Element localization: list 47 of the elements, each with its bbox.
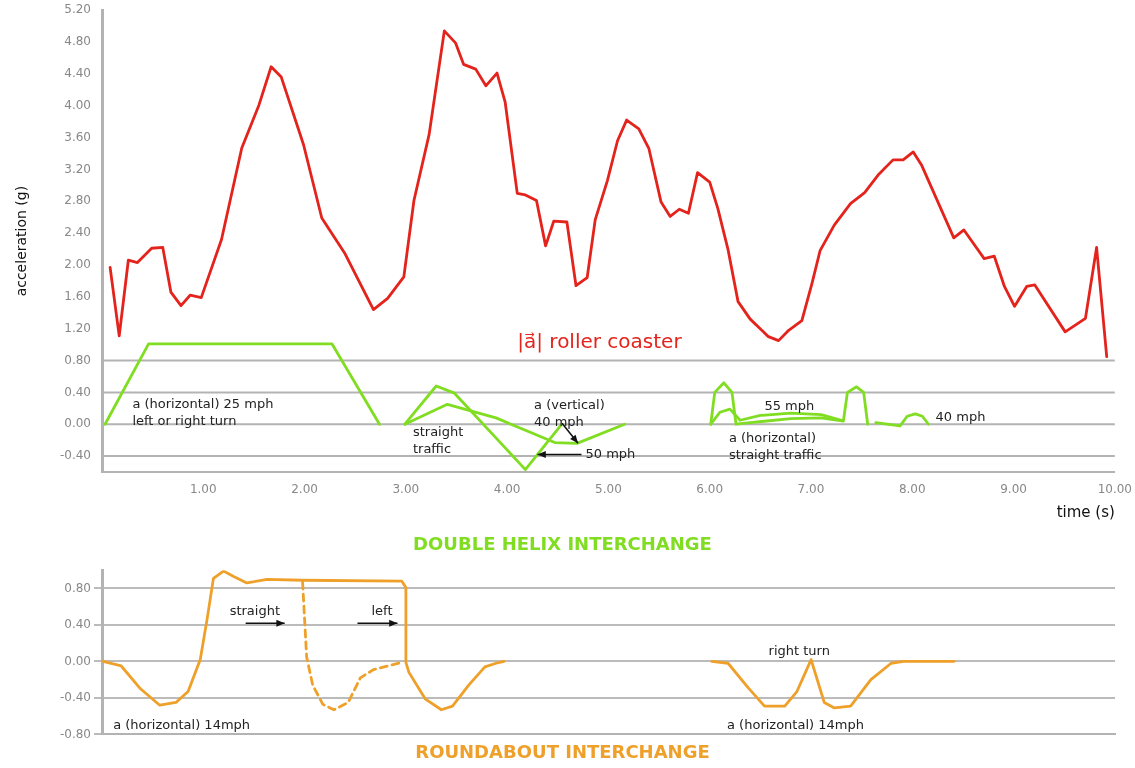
- y-tick-label: 1.60: [64, 288, 91, 303]
- y-tick-label: 4.00: [64, 97, 91, 112]
- x-tick-label: 3.00: [392, 482, 420, 497]
- y-tick-label: 1.20: [64, 320, 91, 335]
- annotation: left: [371, 602, 393, 618]
- y-tick-label: 0.40: [64, 384, 91, 399]
- x-tick-label: 1.00: [189, 482, 217, 497]
- y-tick-label: -0.80: [59, 726, 91, 741]
- x-tick-label: 2.00: [291, 482, 318, 497]
- y-tick-label: -0.40: [59, 690, 91, 705]
- annotation: straight: [229, 602, 281, 618]
- annotation: a (horizontal) 14mph: [113, 716, 251, 732]
- y-tick-label: 5.20: [64, 2, 91, 17]
- annotation: right turn: [768, 642, 830, 658]
- y-tick-label: 0.80: [64, 580, 91, 595]
- annotation: a (horizontal) 25 mph left or right turn: [132, 396, 274, 429]
- y-tick-label: 0.80: [64, 352, 91, 367]
- x-tick-label: 8.00: [898, 482, 926, 497]
- x-tick-label: 6.00: [696, 482, 724, 497]
- annotation: 50 mph: [585, 445, 636, 461]
- x-tick-label: 7.00: [797, 482, 825, 497]
- y-tick-label: 0.00: [64, 416, 91, 431]
- x-tick-label: 4.00: [493, 482, 521, 497]
- y-tick-label: 2.80: [64, 193, 91, 208]
- y-tick-label: 3.60: [64, 129, 91, 144]
- y-tick-label: 4.80: [64, 34, 91, 49]
- x-tick-label: 9.00: [1000, 482, 1027, 497]
- annotation: a (vertical) 40 mph: [534, 396, 605, 429]
- annotation: a (horizontal) straight traffic: [728, 429, 822, 462]
- annotation: 40 mph: [935, 409, 986, 425]
- y-tick-label: 4.40: [64, 66, 91, 81]
- y-tick-label: 2.00: [64, 257, 91, 272]
- y-tick-label: -0.40: [59, 448, 91, 463]
- y-tick-label: 3.20: [64, 161, 91, 176]
- y-tick-label: 2.40: [64, 225, 91, 240]
- y-axis-title: acceleration (g): [13, 185, 30, 297]
- x-tick-label: 5.00: [595, 482, 622, 497]
- y-tick-label: 0.40: [64, 617, 91, 632]
- annotation: a (horizontal) 14mph: [727, 716, 864, 732]
- text: ROUNDABOUT INTERCHANGE: [415, 740, 710, 762]
- x-tick-label: 10.00: [1097, 482, 1132, 497]
- annotation: 55 mph: [764, 398, 815, 414]
- y-tick-label: 0.00: [64, 653, 91, 668]
- text: |a⃗| roller coaster: [517, 328, 683, 353]
- annotation: straight traffic: [412, 424, 464, 457]
- x-axis-title: time (s): [1056, 503, 1115, 522]
- text: DOUBLE HELIX INTERCHANGE: [413, 532, 712, 554]
